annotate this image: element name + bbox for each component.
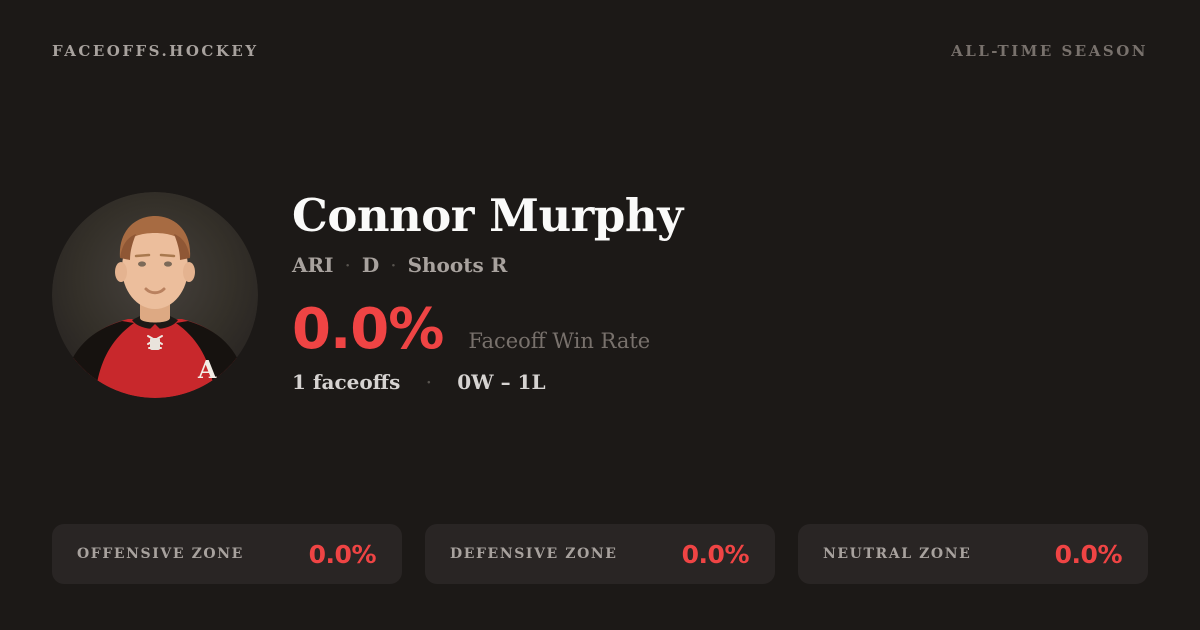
counts-separator: · — [426, 375, 432, 391]
zone-label: DEFENSIVE ZONE — [450, 546, 618, 562]
player-avatar: A — [52, 192, 258, 398]
player-info: Connor Murphy ARI · D · Shoots R 0.0% Faceof… — [292, 192, 683, 395]
zone-card-defensive: DEFENSIVE ZONE 0.0% — [425, 524, 775, 584]
player-team: ARI — [292, 253, 334, 277]
faceoffs-count: 1 faceoffs — [292, 370, 401, 394]
meta-separator: · — [390, 253, 397, 277]
zone-stats: OFFENSIVE ZONE 0.0% DEFENSIVE ZONE 0.0% … — [52, 524, 1148, 584]
win-rate-row: 0.0% Faceoff Win Rate — [292, 299, 683, 361]
win-rate-value: 0.0% — [292, 297, 444, 362]
zone-value: 0.0% — [1054, 539, 1123, 569]
zone-value: 0.0% — [681, 539, 750, 569]
player-name: Connor Murphy — [292, 189, 683, 242]
svg-text:A: A — [197, 355, 217, 384]
meta-separator: · — [344, 253, 351, 277]
zone-label: NEUTRAL ZONE — [823, 546, 972, 562]
win-rate-label: Faceoff Win Rate — [468, 329, 651, 353]
faceoff-counts-row: 1 faceoffs · 0W – 1L — [292, 370, 683, 395]
zone-card-neutral: NEUTRAL ZONE 0.0% — [798, 524, 1148, 584]
season-label: ALL-TIME SEASON — [951, 42, 1148, 60]
zone-value: 0.0% — [308, 539, 377, 569]
player-section: A Connor Murphy ARI · D · Shoots R 0.0% Face… — [52, 192, 683, 398]
header: FACEOFFS.HOCKEY ALL-TIME SEASON — [52, 42, 1148, 60]
zone-card-offensive: OFFENSIVE ZONE 0.0% — [52, 524, 402, 584]
player-position: D — [361, 253, 380, 277]
player-shoots: Shoots R — [407, 253, 508, 277]
win-loss-record: 0W – 1L — [457, 370, 546, 394]
player-meta: ARI · D · Shoots R — [292, 253, 683, 277]
player-headshot-illustration: A — [52, 192, 258, 398]
zone-label: OFFENSIVE ZONE — [77, 546, 244, 562]
brand-logo: FACEOFFS.HOCKEY — [52, 42, 259, 60]
